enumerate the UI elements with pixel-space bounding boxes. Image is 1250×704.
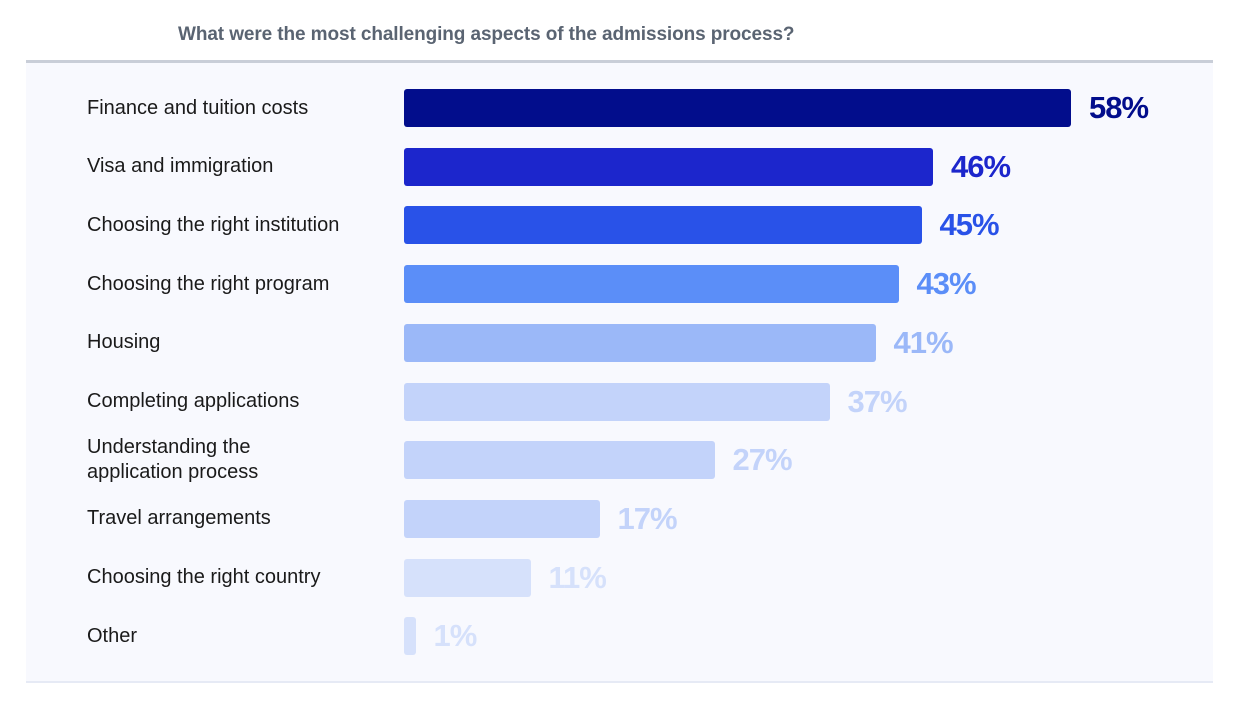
bar-row: Travel arrangements 17% [26, 499, 1213, 540]
data-label: 45% [939, 207, 1000, 243]
category-label: Choosing the right program [87, 272, 330, 295]
data-label: 11% [548, 559, 607, 595]
category-label: Travel arrangements [87, 507, 271, 530]
category-label: Finance and tuition costs [87, 96, 309, 119]
category-label: Other [87, 624, 138, 647]
bar-row: Understanding the application process 27% [26, 436, 1213, 483]
bar [404, 147, 933, 186]
data-label: 27% [732, 442, 793, 478]
bar-row: Other 1% [26, 617, 1213, 657]
bar-row: Completing applications 37% [26, 382, 1213, 423]
bar [404, 617, 416, 656]
chart-title: What were the most challenging aspects o… [178, 24, 795, 45]
category-label: Visa and immigration [87, 155, 274, 178]
data-label: 1% [433, 618, 478, 654]
bar-row: Visa and immigration 46% [26, 147, 1213, 188]
chart-panel: Finance and tuition costs 58% Visa and imm… [26, 60, 1213, 683]
bar-row: Housing 41% [26, 323, 1213, 364]
data-label: 17% [617, 500, 678, 536]
category-label: Choosing the right country [87, 566, 321, 589]
category-label: Housing [87, 331, 161, 354]
category-label: Choosing the right institution [87, 213, 340, 236]
category-label: Understanding the application process [87, 436, 259, 484]
bar [404, 441, 715, 480]
bar [404, 499, 600, 538]
bar [404, 265, 899, 304]
bar-row: Choosing the right program 43% [26, 265, 1213, 305]
data-label: 37% [847, 383, 908, 419]
bar-row: Choosing the right institution 45% [26, 206, 1213, 246]
bar-row: Finance and tuition costs 58% [26, 89, 1213, 129]
data-label: 58% [1089, 90, 1149, 125]
data-label: 46% [951, 148, 1011, 184]
bar [404, 89, 1071, 127]
data-label: 43% [916, 266, 977, 302]
bar [404, 206, 922, 245]
bar-row: Choosing the right country 11% [26, 558, 1213, 599]
category-label: Completing applications [87, 390, 300, 412]
bar [404, 323, 876, 362]
bar [404, 382, 830, 421]
data-label: 41% [893, 324, 954, 360]
bar [404, 558, 531, 597]
